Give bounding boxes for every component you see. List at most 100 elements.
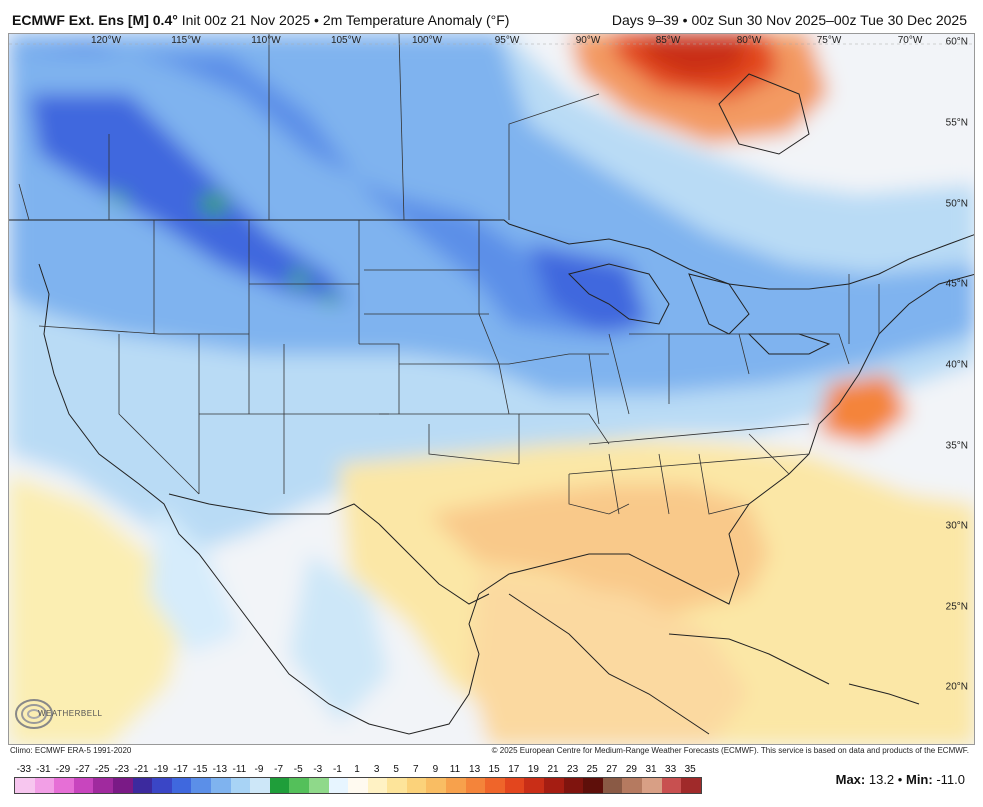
scale-swatch — [250, 778, 270, 793]
scale-swatch — [328, 778, 349, 793]
scale-swatch — [191, 778, 211, 793]
scale-swatch — [563, 778, 584, 793]
scale-swatch — [210, 778, 231, 793]
scale-swatch — [269, 778, 290, 793]
scale-tick-label: -25 — [94, 764, 110, 775]
separator: • — [897, 772, 903, 787]
anomaly-field — [9, 34, 974, 744]
lat-label: 35°N — [945, 440, 968, 452]
scale-tick-label: 9 — [432, 764, 439, 775]
lon-label: 105°W — [330, 35, 362, 46]
scale-swatch — [73, 778, 94, 793]
scale-tick-label: -7 — [274, 764, 284, 775]
lat-label: 40°N — [945, 359, 968, 371]
lon-label: 80°W — [736, 35, 762, 46]
scale-tick-label: -15 — [192, 764, 208, 775]
lat-label: 30°N — [945, 520, 968, 532]
lat-label: 45°N — [945, 278, 968, 290]
scale-tick-label: -17 — [173, 764, 188, 775]
scale-tick-label: -1 — [332, 764, 342, 775]
scale-swatch — [681, 778, 701, 793]
scale-swatch — [622, 778, 642, 793]
scale-swatch — [112, 778, 133, 793]
scale-swatch — [93, 778, 113, 793]
scale-tick-label: -31 — [36, 764, 51, 775]
scale-swatch — [544, 778, 564, 793]
scale-tick-label: 23 — [567, 764, 579, 775]
scale-swatch — [152, 778, 172, 793]
scale-tick-label: 27 — [606, 764, 618, 775]
scale-tick-label: 1 — [354, 764, 360, 775]
map-canvas — [9, 34, 974, 744]
scale-swatch — [446, 778, 466, 793]
scale-tick-label: 5 — [393, 764, 399, 775]
scale-tick-label: -9 — [254, 764, 264, 775]
scale-swatch — [642, 778, 662, 793]
scale-tick-label: 35 — [684, 764, 696, 775]
weatherbell-logo: WEATHERBELL — [14, 694, 102, 734]
run-info: Init 00z 21 Nov 2025 • 2m Temperature An… — [181, 12, 510, 28]
scale-tick-label: 25 — [586, 764, 598, 775]
model-title: ECMWF Ext. Ens [M] 0.4° — [12, 12, 178, 28]
lat-label: 25°N — [945, 601, 968, 613]
valid-period: Days 9–39 • 00z Sun 30 Nov 2025–00z Tue … — [611, 12, 967, 28]
lat-label: 50°N — [945, 198, 968, 210]
scale-tick-label: 7 — [413, 764, 419, 775]
copyright-note: © 2025 European Centre for Medium-Range … — [491, 746, 969, 755]
scale-tick-label: -11 — [232, 764, 247, 775]
lon-label: 95°W — [494, 35, 520, 46]
scale-swatch — [465, 778, 486, 793]
lat-label: 60°N — [945, 36, 968, 48]
scale-tick-label: 33 — [665, 764, 677, 775]
state-borders — [18, 34, 880, 515]
scale-swatch — [230, 778, 251, 793]
scale-swatch — [34, 778, 55, 793]
title: ECMWF Ext. Ens [M] 0.4° Init 00z 21 Nov … — [12, 12, 509, 28]
country-borders — [9, 73, 974, 735]
lat-label: 55°N — [945, 117, 968, 129]
scale-tick-label: 21 — [547, 764, 559, 775]
lon-label: 85°W — [655, 35, 681, 46]
scale-tick-label: -19 — [153, 764, 169, 775]
swirl-icon — [15, 699, 53, 729]
scale-swatch — [524, 778, 545, 793]
scale-swatch — [406, 778, 427, 793]
scale-swatch — [485, 778, 505, 793]
logo-text: WEATHERBELL — [38, 709, 103, 718]
scale-swatch — [602, 778, 623, 793]
scale-swatch — [504, 778, 525, 793]
scale-tick-label: -13 — [212, 764, 228, 775]
scale-tick-label: -21 — [134, 764, 149, 775]
lon-label: 115°W — [171, 35, 201, 46]
scale-tick-label: 13 — [469, 764, 481, 775]
scale-swatch — [289, 778, 309, 793]
header: ECMWF Ext. Ens [M] 0.4° Init 00z 21 Nov … — [0, 0, 983, 32]
scale-tick-label: -3 — [313, 764, 323, 775]
lon-label: 90°W — [575, 35, 601, 46]
lon-label: 100°W — [411, 35, 443, 46]
max-label: Max: — [835, 772, 866, 787]
scale-tick-label: -5 — [293, 764, 303, 775]
scale-tick-label: 29 — [625, 764, 637, 775]
scale-tick-label: 19 — [527, 764, 539, 775]
lon-label: 110°W — [251, 35, 281, 46]
lon-label: 120°W — [90, 35, 122, 46]
scale-tick-label: 3 — [373, 764, 380, 775]
min-value: -11.0 — [936, 772, 965, 787]
lat-label: 20°N — [945, 681, 968, 693]
scale-swatch — [367, 778, 388, 793]
scale-tick-label: -29 — [55, 764, 71, 775]
lon-label: 75°W — [816, 35, 842, 46]
anomaly-map: 120°W 115°W 110°W 105°W 100°W 95°W 90°W … — [8, 33, 975, 745]
max-value: 13.2 — [868, 772, 895, 787]
scale-tick-label: 17 — [508, 764, 520, 775]
scale-tick-label: 31 — [645, 764, 657, 775]
scale-swatch — [426, 778, 447, 793]
climo-note: Climo: ECMWF ERA-5 1991-2020 — [10, 746, 132, 755]
scale-swatch — [308, 778, 329, 793]
scale-swatch — [54, 778, 74, 793]
scale-tick-label: -23 — [114, 764, 130, 775]
max-min: Max: 13.2 • Min: -11.0 — [836, 772, 965, 787]
scale-tick-label: 11 — [449, 764, 461, 775]
scale-swatch — [15, 778, 35, 793]
